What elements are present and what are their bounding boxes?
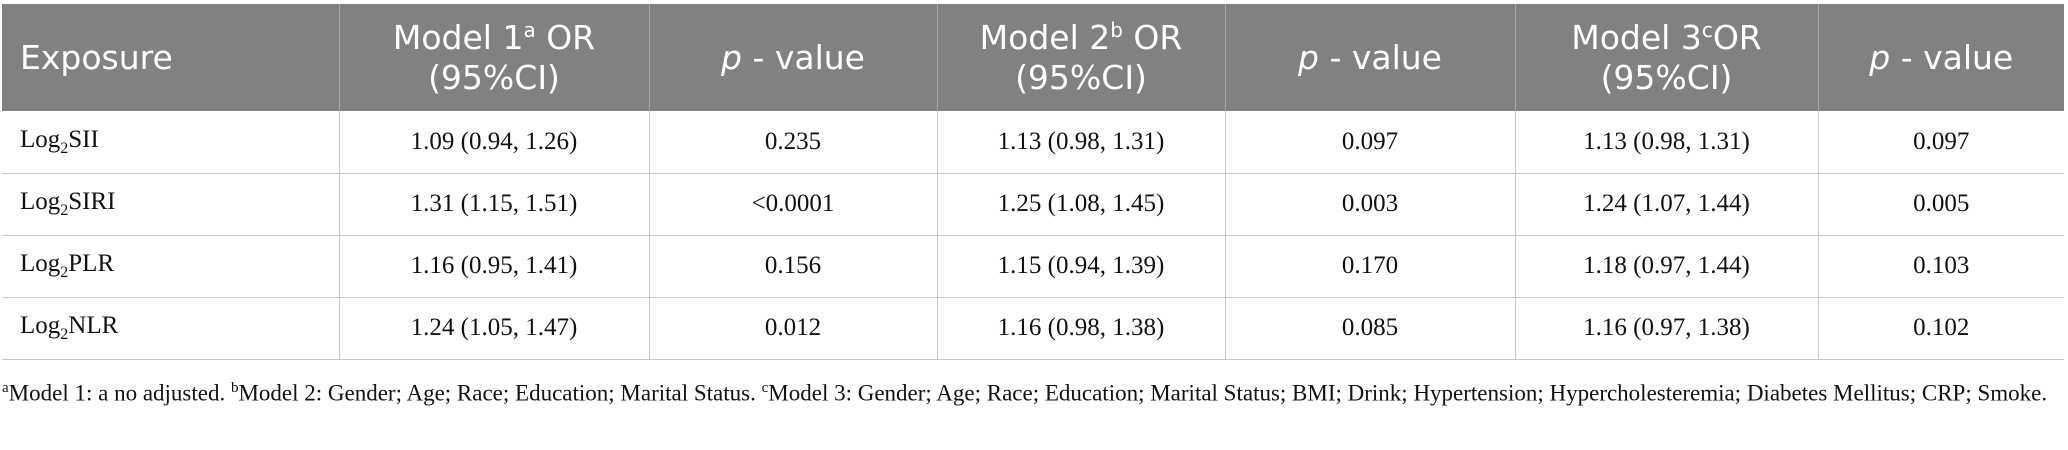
- pvalue-p: p: [1298, 37, 1319, 77]
- exposure-name: PLR: [68, 250, 115, 277]
- header-model2: Model 2b OR (95%CI): [937, 4, 1226, 111]
- model1-or: OR: [535, 17, 596, 57]
- model3-pvalue-cell: 0.005: [1818, 173, 2064, 236]
- model2-pvalue-cell: 0.097: [1225, 111, 1516, 174]
- exposure-cell: Log2NLR: [2, 297, 340, 360]
- model3-or: OR: [1712, 17, 1762, 57]
- log-base: 2: [60, 202, 69, 219]
- pvalue-rest: - value: [752, 37, 865, 77]
- model2-pvalue-cell: 0.170: [1225, 235, 1516, 298]
- table-footnote: aModel 1: a no adjusted. bModel 2: Gende…: [2, 372, 2062, 410]
- model1-ci: (95%CI): [428, 57, 560, 97]
- model2-or-cell: 1.15 (0.94, 1.39): [937, 235, 1226, 298]
- model3-pvalue-cell: 0.103: [1818, 235, 2064, 298]
- table-row: Log2PLR 1.16 (0.95, 1.41) 0.156 1.15 (0.…: [2, 235, 2064, 298]
- model1-mark: a: [523, 17, 536, 42]
- table-body: Log2SII 1.09 (0.94, 1.26) 0.235 1.13 (0.…: [2, 111, 2064, 360]
- log-base: 2: [60, 139, 69, 157]
- log-base: 2: [60, 264, 69, 281]
- model1-or-cell: 1.31 (1.15, 1.51): [339, 173, 650, 236]
- results-table: Exposure Model 1a OR (95%CI) p - value M…: [2, 4, 2064, 360]
- model2-pvalue-cell: 0.085: [1225, 297, 1516, 360]
- model1-title: Model 1: [392, 17, 524, 57]
- model3-title: Model 3: [1571, 17, 1702, 57]
- header-model3: Model 3cOR (95%CI): [1515, 4, 1819, 111]
- footnote-mark-a: a: [2, 380, 9, 396]
- header-exposure: Exposure: [2, 4, 340, 111]
- pvalue-rest: - value: [1329, 37, 1442, 77]
- exposure-cell: Log2SIRI: [2, 173, 340, 236]
- model1-or-cell: 1.09 (0.94, 1.26): [339, 111, 650, 174]
- model1-pvalue-cell: 0.156: [649, 235, 938, 298]
- model1-pvalue-cell: <0.0001: [649, 173, 938, 236]
- log-prefix: Log: [20, 250, 61, 277]
- exposure-cell: Log2SII: [2, 111, 340, 174]
- model1-or-cell: 1.24 (1.05, 1.47): [339, 297, 650, 360]
- model2-ci: (95%CI): [1015, 57, 1147, 97]
- model2-or: OR: [1122, 17, 1183, 57]
- model3-pvalue-cell: 0.097: [1818, 111, 2064, 174]
- footnote-mark-b: b: [230, 380, 239, 396]
- model2-mark: b: [1110, 17, 1123, 42]
- model3-or-cell: 1.13 (0.98, 1.31): [1515, 111, 1819, 174]
- model3-ci: (95%CI): [1600, 57, 1733, 97]
- log-prefix: Log: [20, 188, 61, 215]
- model2-or-cell: 1.13 (0.98, 1.31): [937, 111, 1226, 174]
- model2-or-cell: 1.16 (0.98, 1.38): [937, 297, 1226, 360]
- model1-or-cell: 1.16 (0.95, 1.41): [339, 235, 650, 298]
- table-header: Exposure Model 1a OR (95%CI) p - value M…: [2, 4, 2064, 111]
- header-pvalue-3: p - value: [1818, 4, 2064, 111]
- footnote-mark-c: c: [761, 380, 769, 396]
- model2-or-cell: 1.25 (1.08, 1.45): [937, 173, 1226, 236]
- model2-title: Model 2: [979, 17, 1111, 57]
- exposure-name: SIRI: [68, 188, 116, 215]
- header-pvalue-1: p - value: [649, 4, 938, 111]
- model3-mark: c: [1701, 17, 1713, 42]
- model3-or-cell: 1.18 (0.97, 1.44): [1515, 235, 1819, 298]
- footnote-b: Model 2: Gender; Age; Race; Education; M…: [238, 380, 762, 406]
- log-base: 2: [60, 326, 69, 343]
- model1-pvalue-cell: 0.012: [649, 297, 938, 360]
- pvalue-rest: - value: [1900, 37, 2014, 77]
- model3-or-cell: 1.24 (1.07, 1.44): [1515, 173, 1819, 236]
- log-prefix: Log: [20, 125, 61, 153]
- table-row: Log2SII 1.09 (0.94, 1.26) 0.235 1.13 (0.…: [2, 111, 2064, 174]
- exposure-name: SII: [68, 125, 99, 153]
- exposure-cell: Log2PLR: [2, 235, 340, 298]
- pvalue-p: p: [721, 37, 742, 77]
- exposure-name: NLR: [68, 312, 119, 339]
- pvalue-p: p: [1869, 37, 1891, 77]
- footnote-a: Model 1: a no adjusted.: [8, 380, 231, 406]
- header-pvalue-2: p - value: [1225, 4, 1516, 111]
- header-model1: Model 1a OR (95%CI): [339, 4, 650, 111]
- model3-pvalue-cell: 0.102: [1818, 297, 2064, 360]
- footnote-c: Model 3: Gender; Age; Race; Education; M…: [768, 380, 2048, 406]
- table-row: Log2NLR 1.24 (1.05, 1.47) 0.012 1.16 (0.…: [2, 297, 2064, 360]
- model1-pvalue-cell: 0.235: [649, 111, 938, 174]
- model3-or-cell: 1.16 (0.97, 1.38): [1515, 297, 1819, 360]
- log-prefix: Log: [20, 312, 61, 339]
- table-row: Log2SIRI 1.31 (1.15, 1.51) <0.0001 1.25 …: [2, 173, 2064, 236]
- model2-pvalue-cell: 0.003: [1225, 173, 1516, 236]
